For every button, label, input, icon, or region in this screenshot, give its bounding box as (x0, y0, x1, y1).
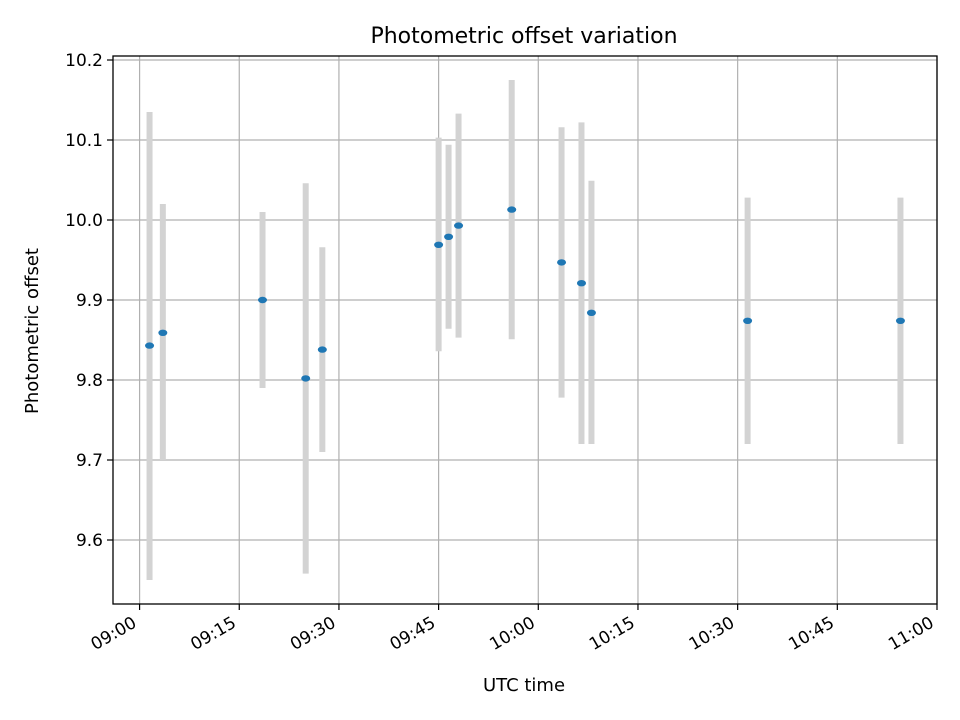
y-tick-label: 9.7 (76, 451, 103, 471)
grid (113, 56, 938, 604)
x-axis: 09:00 09:15 09:30 09:45 10:00 10:15 10:30 10:45… (88, 604, 938, 655)
y-axis-label: Photometric offset (22, 248, 43, 414)
y-tick-label: 10.1 (65, 131, 103, 151)
y-tick-label: 9.9 (76, 291, 103, 311)
x-tick-label: 10:45 (785, 613, 837, 655)
y-tick-label: 10.0 (65, 211, 103, 231)
plot-frame (112, 55, 938, 605)
y-axis: 9.6 9.7 9.8 9.9 10.0 10.1 10.2 (65, 51, 113, 551)
x-tick-label: 10:15 (586, 613, 638, 655)
x-tick-label: 09:45 (387, 613, 439, 655)
data-point (586, 309, 596, 316)
data-point (743, 317, 753, 324)
data-point (444, 233, 454, 240)
x-tick-label: 09:00 (88, 613, 140, 655)
x-axis-label: UTC time (483, 675, 565, 696)
x-tick-label: 09:30 (287, 613, 339, 655)
y-tick-label: 10.2 (65, 51, 103, 71)
x-tick-label: 11:00 (885, 613, 937, 655)
data-points (145, 206, 905, 382)
x-tick-label: 09:15 (187, 613, 239, 655)
data-point (557, 259, 567, 266)
chart-title: Photometric offset variation (370, 24, 677, 49)
data-point (145, 342, 155, 349)
x-tick-label: 10:30 (686, 613, 738, 655)
y-tick-label: 9.6 (76, 531, 103, 551)
data-point (317, 346, 327, 353)
error-bars (146, 80, 904, 580)
data-point (454, 222, 464, 229)
y-tick-label: 9.8 (76, 371, 103, 391)
data-point (576, 280, 586, 287)
data-point (895, 317, 905, 324)
data-point (434, 241, 444, 248)
x-tick-label: 10:00 (486, 613, 538, 655)
data-point (258, 296, 268, 304)
data-point (507, 206, 517, 213)
plot-border (112, 55, 938, 605)
data-point (301, 375, 311, 382)
data-point (158, 329, 168, 336)
